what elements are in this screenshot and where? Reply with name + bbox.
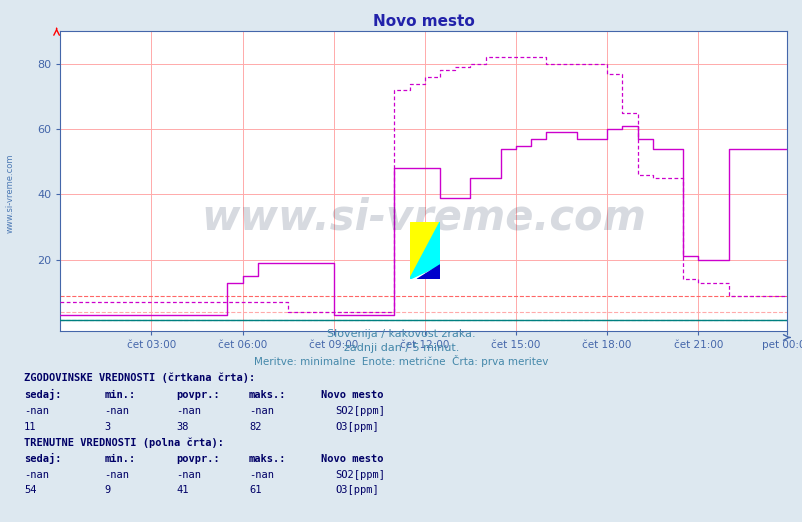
Text: min.:: min.:: [104, 454, 136, 464]
Text: 11: 11: [24, 422, 37, 432]
Text: www.si-vreme.com: www.si-vreme.com: [6, 153, 15, 233]
Text: -nan: -nan: [249, 406, 273, 416]
Text: 38: 38: [176, 422, 189, 432]
Text: SO2[ppm]: SO2[ppm]: [335, 470, 385, 480]
Text: 3: 3: [104, 422, 111, 432]
Polygon shape: [409, 222, 439, 279]
Text: min.:: min.:: [104, 390, 136, 400]
Text: O3[ppm]: O3[ppm]: [335, 485, 379, 495]
Text: -nan: -nan: [104, 406, 129, 416]
Polygon shape: [409, 222, 439, 279]
Text: 9: 9: [104, 485, 111, 495]
Text: maks.:: maks.:: [249, 390, 286, 400]
Text: 82: 82: [249, 422, 261, 432]
Text: -nan: -nan: [24, 470, 49, 480]
Text: -nan: -nan: [104, 470, 129, 480]
Text: povpr.:: povpr.:: [176, 390, 220, 400]
Text: Novo mesto: Novo mesto: [321, 390, 383, 400]
Text: O3[ppm]: O3[ppm]: [335, 422, 379, 432]
Text: -nan: -nan: [249, 470, 273, 480]
Text: -nan: -nan: [24, 406, 49, 416]
Text: www.si-vreme.com: www.si-vreme.com: [200, 196, 646, 239]
Text: sedaj:: sedaj:: [24, 389, 62, 400]
Text: povpr.:: povpr.:: [176, 454, 220, 464]
Text: TRENUTNE VREDNOSTI (polna črta):: TRENUTNE VREDNOSTI (polna črta):: [24, 437, 224, 448]
Text: 61: 61: [249, 485, 261, 495]
Text: 54: 54: [24, 485, 37, 495]
Text: maks.:: maks.:: [249, 454, 286, 464]
Text: Slovenija / kakovost zraka.: Slovenija / kakovost zraka.: [326, 329, 476, 339]
Text: -nan: -nan: [176, 406, 201, 416]
Text: -nan: -nan: [176, 470, 201, 480]
Title: Novo mesto: Novo mesto: [372, 14, 474, 29]
Text: sedaj:: sedaj:: [24, 453, 62, 464]
Text: ZGODOVINSKE VREDNOSTI (črtkana črta):: ZGODOVINSKE VREDNOSTI (črtkana črta):: [24, 373, 255, 383]
Text: Meritve: minimalne  Enote: metrične  Črta: prva meritev: Meritve: minimalne Enote: metrične Črta:…: [254, 355, 548, 367]
Text: 41: 41: [176, 485, 189, 495]
Text: zadnji dan / 5 minut.: zadnji dan / 5 minut.: [343, 343, 459, 353]
Polygon shape: [417, 265, 439, 279]
Text: SO2[ppm]: SO2[ppm]: [335, 406, 385, 416]
Text: Novo mesto: Novo mesto: [321, 454, 383, 464]
